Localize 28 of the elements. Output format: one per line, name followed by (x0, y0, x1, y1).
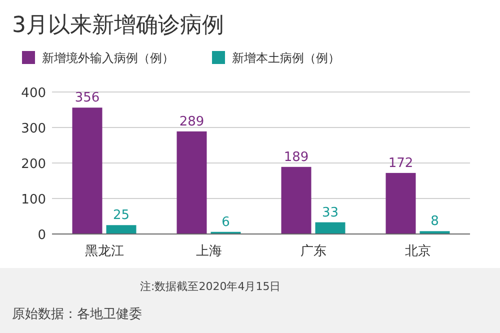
bar (72, 108, 102, 234)
bar (386, 172, 416, 234)
data-label: 6 (222, 214, 230, 230)
bar (106, 225, 136, 234)
y-tick-label: 400 (21, 86, 46, 101)
x-tick-label: 上海 (196, 244, 222, 259)
bar (315, 222, 346, 234)
chart-title: 3月以来新增确诊病例 (12, 13, 224, 38)
x-tick-label: 广东 (300, 244, 326, 259)
legend-label: 新增本土病例（例） (232, 51, 340, 65)
x-tick-label: 北京 (404, 244, 431, 259)
bar (176, 131, 207, 234)
text: 原始数据：各地卫健委 (12, 307, 142, 322)
data-label: 289 (179, 114, 204, 130)
data-label: 172 (388, 156, 414, 171)
y-tick-label: 100 (21, 192, 46, 208)
legend-label: 新增境外输入病例（例） (42, 51, 174, 65)
data-label: 25 (112, 208, 130, 224)
text: 注:数据截至2020年4月15日 (140, 280, 281, 293)
bar (281, 166, 312, 234)
data-label: 189 (284, 150, 309, 165)
y-tick-label: 200 (21, 157, 46, 172)
y-tick-label: 0 (38, 228, 46, 243)
data-label: 8 (430, 214, 439, 230)
y-tick-label: 300 (21, 122, 46, 136)
data-label: 33 (322, 205, 339, 220)
x-tick-label: 黑龙江 (84, 244, 124, 259)
data-label: 356 (74, 90, 100, 106)
